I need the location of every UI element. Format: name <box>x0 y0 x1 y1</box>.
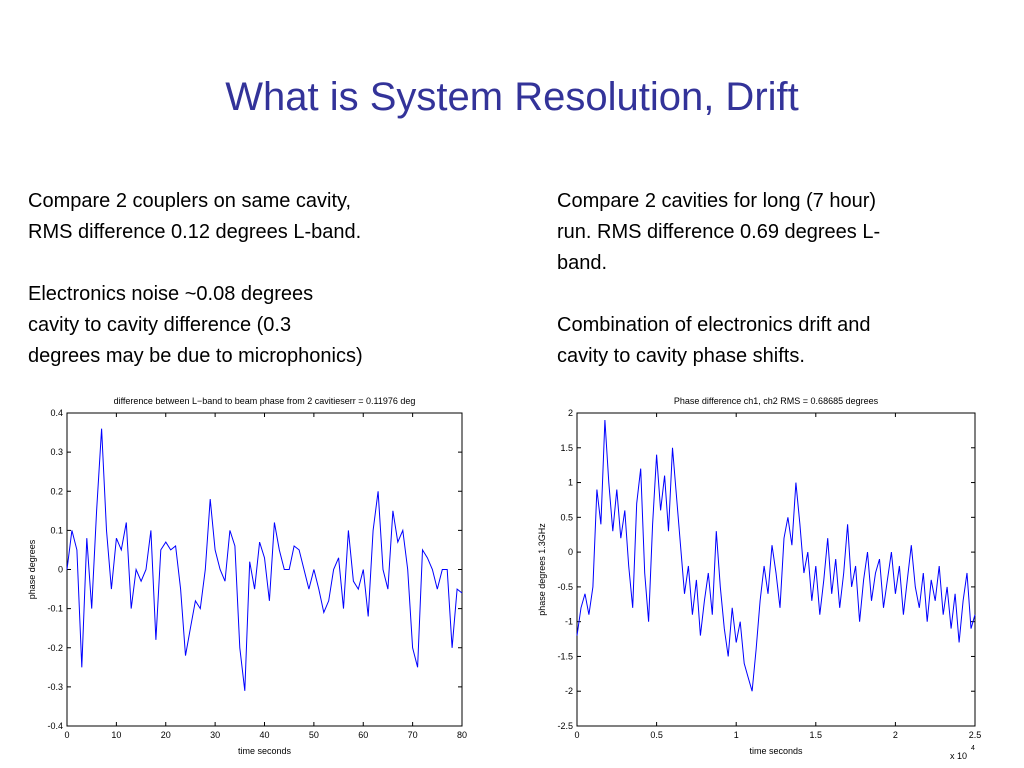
y-tick-label: 0 <box>58 565 63 575</box>
x-tick-label: 1 <box>734 730 739 740</box>
body-text: band. <box>557 252 607 274</box>
x-tick-label: 0 <box>64 730 69 740</box>
x-tick-label: 2 <box>893 730 898 740</box>
y-axis-label: phase degrees <box>27 539 37 599</box>
x-tick-label: 40 <box>259 730 269 740</box>
y-tick-label: -2 <box>565 686 573 696</box>
x-tick-label: 0 <box>574 730 579 740</box>
body-text: Electronics noise ~0.08 degrees <box>28 283 313 305</box>
y-tick-label: -0.1 <box>47 604 63 614</box>
x-tick-label: 70 <box>408 730 418 740</box>
body-text: cavity to cavity phase shifts. <box>557 345 805 367</box>
slide-title: What is System Resolution, Drift <box>225 75 799 119</box>
y-tick-label: 1 <box>568 478 573 488</box>
plot-frame <box>66 412 463 727</box>
y-tick-label: -0.4 <box>47 721 63 731</box>
x-tick-label: 20 <box>161 730 171 740</box>
x-tick-label: 30 <box>210 730 220 740</box>
data-line <box>66 428 463 691</box>
body-text: run. RMS difference 0.69 degrees L- <box>557 221 880 243</box>
y-tick-label: -2.5 <box>557 721 573 731</box>
y-tick-label: -1.5 <box>557 651 573 661</box>
x-axis-label: time seconds <box>238 746 292 756</box>
x-scale-label: x 10 <box>950 751 967 761</box>
y-tick-label: 0.2 <box>50 486 63 496</box>
body-text: RMS difference 0.12 degrees L-band. <box>28 221 361 243</box>
body-text: Compare 2 couplers on same cavity, <box>28 190 351 212</box>
x-scale-exponent: 4 <box>971 745 975 752</box>
chart-title: Phase difference ch1, ch2 RMS = 0.68685 … <box>674 396 879 406</box>
body-text: Compare 2 cavities for long (7 hour) <box>557 190 876 212</box>
y-tick-label: 0.5 <box>560 512 573 522</box>
body-text: cavity to cavity difference (0.3 <box>28 314 291 336</box>
y-tick-label: -0.5 <box>557 582 573 592</box>
y-tick-label: 0 <box>568 547 573 557</box>
x-tick-label: 0.5 <box>650 730 663 740</box>
body-text: Combination of electronics drift and <box>557 314 871 336</box>
y-tick-label: 2 <box>568 408 573 418</box>
y-axis-label: phase degrees 1.3GHz <box>537 523 547 616</box>
x-axis-label: time seconds <box>749 746 803 756</box>
y-tick-label: 0.1 <box>50 525 63 535</box>
x-tick-label: 60 <box>358 730 368 740</box>
y-tick-label: 0.4 <box>50 408 63 418</box>
y-tick-label: -1 <box>565 617 573 627</box>
x-tick-label: 50 <box>309 730 319 740</box>
chart-title: difference between L−band to beam phase … <box>114 396 416 406</box>
y-tick-label: -0.3 <box>47 682 63 692</box>
y-tick-label: -0.2 <box>47 643 63 653</box>
x-tick-label: 80 <box>457 730 467 740</box>
y-tick-label: 1.5 <box>560 443 573 453</box>
y-tick-label: 0.3 <box>50 447 63 457</box>
body-text: degrees may be due to microphonics) <box>28 345 363 367</box>
x-tick-label: 2.5 <box>969 730 982 740</box>
data-line <box>576 419 976 692</box>
x-tick-label: 10 <box>111 730 121 740</box>
x-tick-label: 1.5 <box>810 730 823 740</box>
